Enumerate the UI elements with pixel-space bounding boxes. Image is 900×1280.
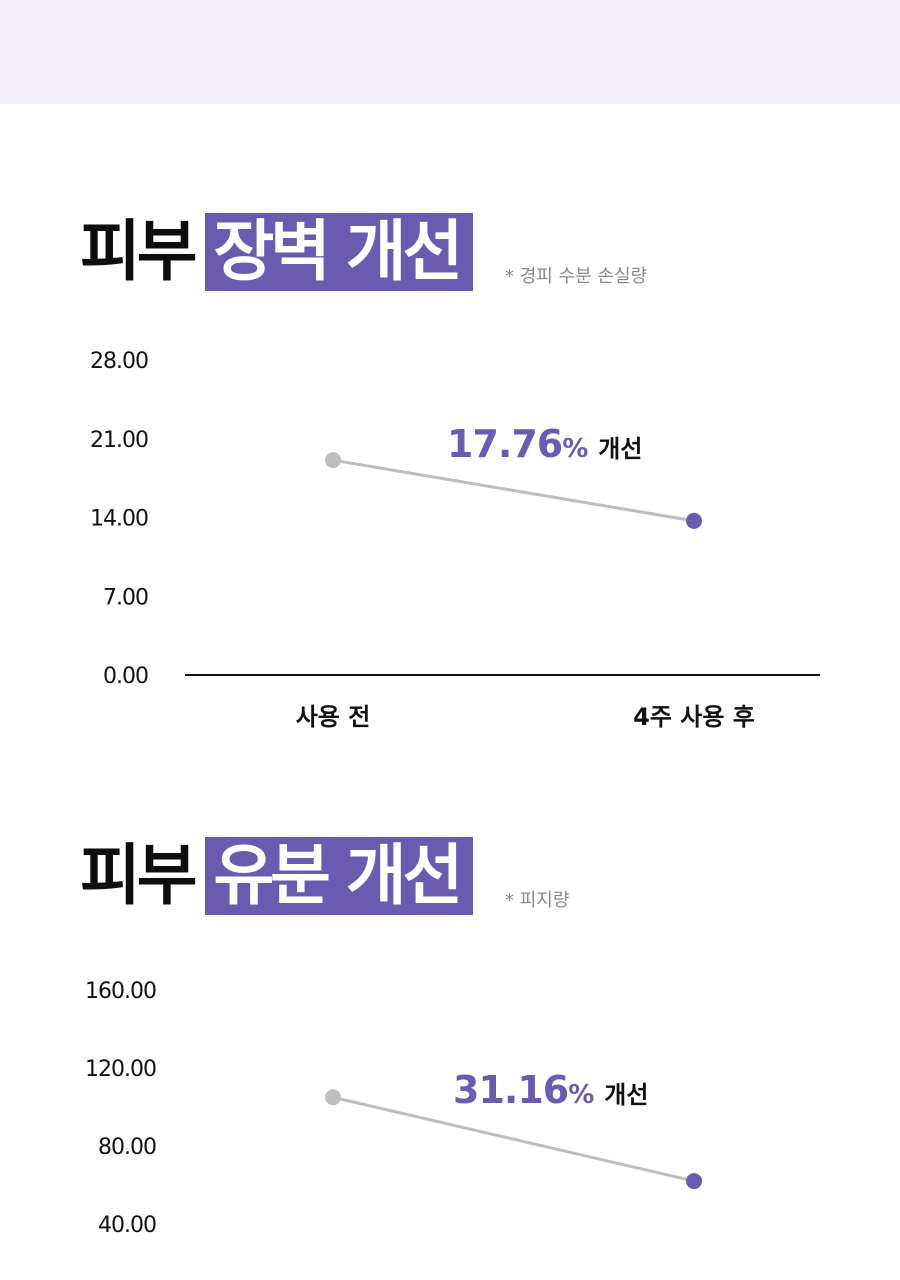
section-barrier: 피부 장벽 개선 * 경피 수분 손실량 [0,212,900,752]
heading-black-text: 피부 [80,213,197,290]
chart-barrier: 28.00 21.00 14.00 7.00 0.00 사용 전 4주 사용 후 17.76%… [90,349,820,731]
series-line [332,1095,695,1183]
y-tick-label: 14.00 [90,507,148,532]
data-point-before [325,1089,341,1106]
measurement-note: * 피지량 [505,890,570,911]
section-heading: 피부 장벽 개선 [80,212,474,292]
improvement-value: 31.16 [453,1068,568,1112]
section-sebum: 피부 유분 개선 * 피지량 [0,836,900,1280]
top-decorative-band [0,0,900,104]
improvement-label: 31.16% 개선 [453,1068,648,1112]
y-tick-label: 120.00 [85,1057,156,1082]
y-tick-label: 80.00 [98,1135,156,1160]
y-tick-label: 7.00 [103,585,148,610]
data-point-before [325,452,341,469]
y-tick-label: 160.00 [85,979,156,1004]
improvement-word: 개선 [598,435,642,463]
improvement-value: 17.76 [447,422,562,466]
improvement-label: 17.76% 개선 [447,422,642,466]
y-tick-label: 0.00 [103,664,148,689]
chart-sebum: 160.00 120.00 80.00 40.00 31.16% 개선 [85,979,702,1238]
series-line [332,458,695,523]
section-heading: 피부 유분 개선 [80,836,474,916]
measurement-note: * 경피 수분 손실량 [505,266,648,287]
heading-black-text: 피부 [80,837,197,914]
x-category-label: 사용 전 [296,703,371,731]
x-category-label: 4주 사용 후 [633,703,755,731]
y-tick-label: 21.00 [90,428,148,453]
improvement-unit: % [562,434,588,464]
data-point-after [686,1173,702,1190]
improvement-word: 개선 [604,1081,648,1109]
y-tick-label: 40.00 [98,1213,156,1238]
y-tick-label: 28.00 [90,349,148,374]
heading-highlight-text: 장벽 개선 [205,213,474,291]
heading-highlight-text: 유분 개선 [205,837,474,915]
data-point-after [686,512,702,529]
improvement-unit: % [568,1080,594,1110]
